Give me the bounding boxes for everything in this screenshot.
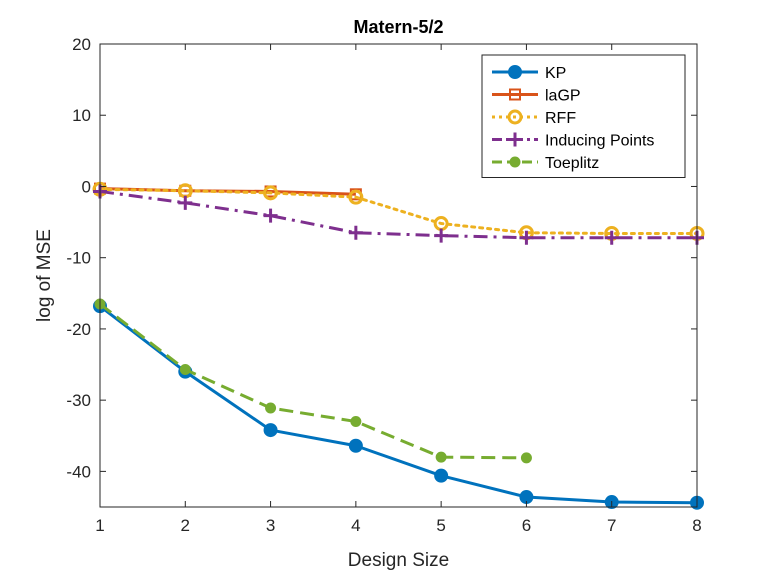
data-point: [520, 452, 532, 464]
data-point: [263, 208, 278, 223]
legend-marker: [507, 109, 523, 125]
axes-frame: [99, 43, 698, 508]
legend-item: Inducing Points: [492, 132, 654, 150]
y-tick-label: 10: [72, 106, 91, 125]
legend-marker: [509, 156, 521, 168]
legend-label: RFF: [545, 110, 576, 127]
legend-label: laGP: [545, 88, 581, 105]
x-tick-label: 5: [436, 516, 445, 535]
legend-label: Toeplitz: [545, 155, 599, 172]
data-point: [434, 228, 449, 243]
y-tick-label: -40: [66, 462, 91, 481]
x-tick-label: 4: [351, 516, 360, 535]
data-point: [179, 364, 191, 376]
x-tick-label: 1: [95, 516, 104, 535]
data-point: [350, 416, 362, 428]
x-axis-label: Design Size: [348, 550, 449, 571]
legend-marker: [508, 132, 522, 147]
y-tick-label: -10: [66, 249, 91, 268]
data-point: [348, 189, 364, 205]
data-point: [178, 195, 193, 210]
ticks-layer: 1 2 3 4 5 6 7 8 20 10 0 -10 -20 -30 -40: [66, 35, 701, 535]
y-tick-label: -30: [66, 391, 91, 410]
series-line: [99, 304, 698, 505]
series-line: [99, 189, 697, 240]
data-point: [435, 451, 447, 463]
legend-marker: [509, 88, 521, 101]
y-tick-label: 20: [72, 35, 91, 54]
data-point: [265, 402, 277, 414]
series-toeplitz: [94, 298, 532, 464]
x-tick-label: 8: [692, 516, 701, 535]
data-point: [263, 185, 279, 201]
legend-item: laGP: [492, 88, 581, 105]
data-point: [519, 230, 534, 245]
data-point: [263, 423, 278, 438]
data-point: [604, 230, 619, 245]
legend-item: KP: [492, 65, 566, 82]
legend-item: Toeplitz: [492, 155, 599, 172]
x-tick-label: 6: [522, 516, 531, 535]
data-point: [434, 468, 449, 483]
x-tick-label: 7: [607, 516, 616, 535]
x-tick-label: 2: [181, 516, 190, 535]
y-axis-label: log of MSE: [34, 229, 55, 322]
series-line: [98, 187, 699, 235]
chart-title: Matern-5/2: [353, 17, 443, 37]
data-point: [348, 225, 363, 240]
y-tick-label: 0: [82, 177, 91, 196]
data-point: [348, 438, 363, 453]
legend-label: KP: [545, 65, 566, 82]
legend: KP laGP RFF Inducing Points Toeplitz: [481, 54, 686, 178]
x-tick-label: 3: [266, 516, 275, 535]
legend-marker: [508, 65, 522, 79]
y-tick-label: -20: [66, 320, 91, 339]
series-line: [99, 302, 527, 460]
legend-item: RFF: [492, 109, 576, 127]
legend-label: Inducing Points: [545, 133, 654, 150]
